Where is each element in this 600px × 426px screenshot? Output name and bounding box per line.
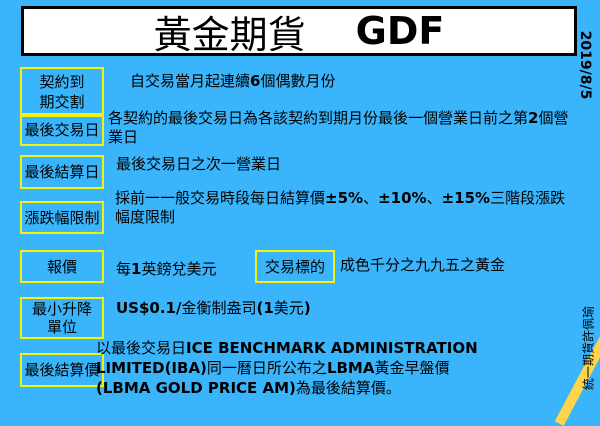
text-segment: 、 <box>426 189 442 207</box>
text-segment: 三階段漲跌幅度限制 <box>115 189 566 226</box>
label-final-settlement-price: 最後結算價 <box>20 353 104 387</box>
text-segment: 、 <box>363 189 379 207</box>
label-tick-size: 最小升降 單位 <box>20 297 104 339</box>
text-underlying: 成色千分之九九五之黃金 <box>340 256 506 274</box>
text-segment: 為最後結算價。 <box>295 379 401 397</box>
text-segment: (1 <box>256 299 274 317</box>
text-segment: 1 <box>131 260 142 278</box>
text-segment: (LBMA GOLD PRICE AM) <box>96 379 296 397</box>
text-segment: 採前一一般交易時段每日結算價 <box>115 189 326 207</box>
label-underlying: 交易標的 <box>255 250 335 283</box>
label-last-trading-day: 最後交易日 <box>20 113 104 146</box>
author-credit: 統一期貨許佩瑜 <box>581 305 595 390</box>
text-final-settlement-price: 以最後交易日ICE BENCHMARK ADMINISTRATION LIMIT… <box>96 338 496 398</box>
text-segment: ±5% <box>325 189 364 207</box>
date-stamp: 2019/8/5 <box>577 30 593 100</box>
text-segment: 6 <box>250 72 261 90</box>
text-segment: 金衡制盎司 <box>181 299 257 317</box>
label-quote: 報價 <box>20 250 104 283</box>
label-delivery-months: 契約到 期交割 <box>20 67 104 117</box>
text-segment: 同一曆日所公布之 <box>206 359 327 377</box>
text-segment: 黃金早盤價 <box>374 359 450 377</box>
text-segment: ICE BENCHMARK ADMINISTRATION LIMITED(IBA… <box>96 339 478 377</box>
text-segment: 最後交易日之次一營業日 <box>116 155 282 173</box>
text-segment: ) <box>303 299 311 317</box>
text-segment: ±10% <box>378 189 427 207</box>
text-quote: 每1英鎊兌美元 <box>116 260 216 279</box>
title-code: GDF <box>355 9 445 53</box>
page-title: 黃金期貨 GDF <box>21 6 577 57</box>
text-segment: 英鎊兌美元 <box>141 260 217 278</box>
text-segment: 以最後交易日 <box>96 339 187 357</box>
text-tick-size: US$0.1/金衡制盎司(1美元) <box>116 299 311 318</box>
text-segment: 個營業日 <box>108 109 569 146</box>
text-last-trading-day: 各契約的最後交易日為各該契約到期月份最後一個營業日前之第2個營業日 <box>108 109 578 147</box>
text-price-limit: 採前一一般交易時段每日結算價±5%、±10%、±15%三階段漲跌幅度限制 <box>115 189 580 227</box>
text-segment: US$0.1/ <box>116 299 182 317</box>
text-delivery-months: 自交易當月起連續6個偶數月份 <box>130 72 335 91</box>
text-segment: 每 <box>116 260 132 278</box>
label-price-limit: 漲跌幅限制 <box>20 201 104 234</box>
text-final-settlement-day: 最後交易日之次一營業日 <box>116 155 281 174</box>
text-segment: ±15% <box>441 189 491 207</box>
text-segment: LBMA <box>326 359 375 377</box>
label-final-settlement-day: 最後結算日 <box>20 155 104 189</box>
text-segment: 各契約的最後交易日為各該契約到期月份最後一個營業日前之第 <box>108 109 529 127</box>
text-segment: 自交易當月起連續 <box>130 72 251 90</box>
text-segment: 美元 <box>273 299 304 317</box>
text-segment: 個偶數月份 <box>260 72 336 90</box>
title-zh: 黃金期貨 <box>153 12 306 57</box>
text-segment: 2 <box>528 109 539 127</box>
